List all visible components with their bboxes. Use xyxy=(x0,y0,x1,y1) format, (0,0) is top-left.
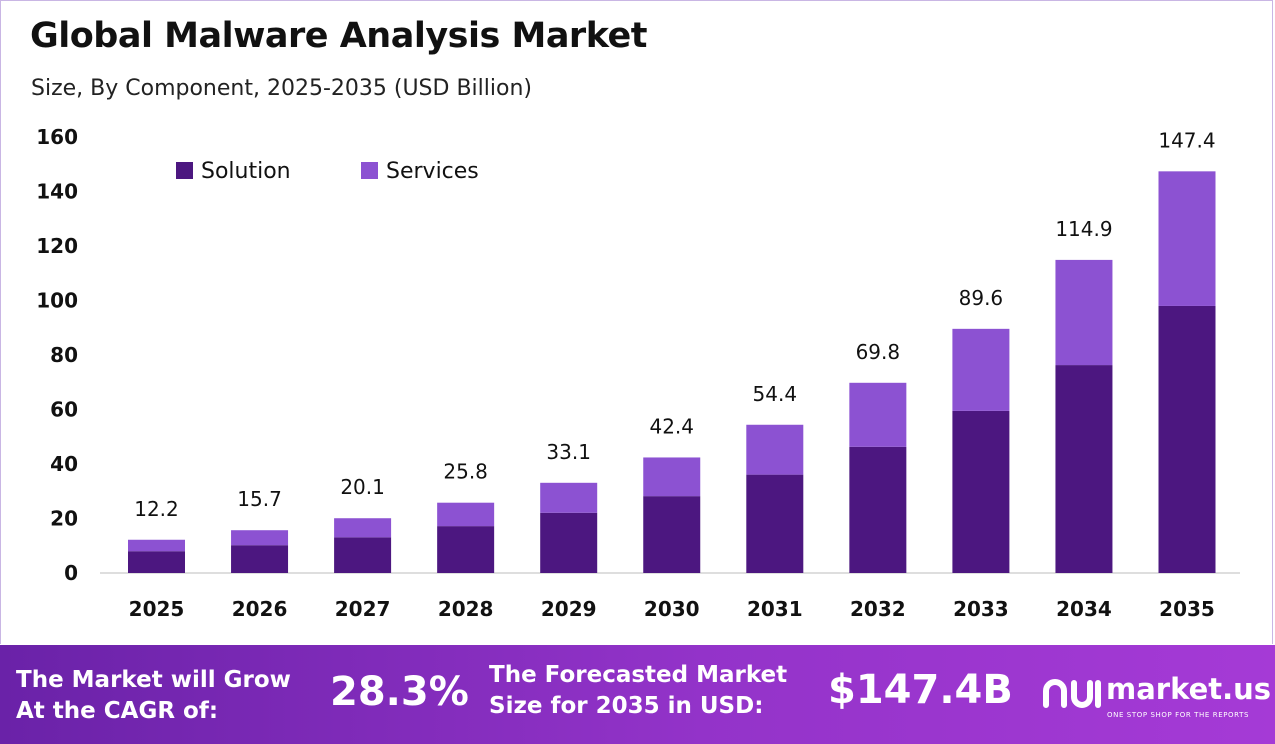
y-tick-label: 140 xyxy=(36,180,78,204)
x-tick-label: 2035 xyxy=(1159,597,1215,621)
bar-solution-2032 xyxy=(849,446,907,573)
x-tick-label: 2029 xyxy=(541,597,597,621)
bar-solution-2033 xyxy=(952,410,1010,573)
bar-services-2032 xyxy=(849,382,907,447)
data-label-total-2035: 147.4 xyxy=(1158,128,1215,152)
bar-services-2031 xyxy=(746,424,804,475)
legend-swatch-services xyxy=(361,162,378,179)
bar-solution-2035 xyxy=(1158,305,1216,573)
x-tick-label: 2030 xyxy=(644,597,700,621)
forecast-label-line2: Size for 2035 in USD: xyxy=(489,693,764,719)
x-tick-label: 2025 xyxy=(129,597,185,621)
y-tick-label: 60 xyxy=(50,398,78,422)
brand-tagline: ONE STOP SHOP FOR THE REPORTS xyxy=(1107,711,1250,719)
x-axis: 2025 2026 2027 2028 2029 2030 2031 2032 2033 2034… xyxy=(129,597,1215,621)
chart-subtitle: Size, By Component, 2025-2035 (USD Billi… xyxy=(31,76,532,101)
bar-services-2028 xyxy=(437,502,495,527)
y-tick-label: 80 xyxy=(50,343,78,367)
bar-services-2034 xyxy=(1055,259,1113,366)
bar-solution-2030 xyxy=(643,496,701,573)
cagr-value: 28.3% xyxy=(330,669,469,715)
x-tick-label: 2034 xyxy=(1056,597,1112,621)
data-label-total-2027: 20.1 xyxy=(340,475,385,499)
legend-label-services: Services xyxy=(386,159,479,184)
data-label-total-2025: 12.2 xyxy=(134,497,179,521)
data-label-total-2032: 69.8 xyxy=(856,340,901,364)
chart-title: Global Malware Analysis Market xyxy=(30,16,648,56)
data-label-total-2031: 54.4 xyxy=(753,382,798,406)
y-axis: 0 20 40 60 80 100 120 140 160 xyxy=(36,125,78,585)
footer-banner: The Market will Grow At the CAGR of: 28.… xyxy=(0,645,1275,744)
bar-services-2030 xyxy=(643,457,701,497)
data-label-total-2029: 33.1 xyxy=(546,440,591,464)
bar-solution-2029 xyxy=(540,512,598,573)
y-tick-label: 0 xyxy=(64,561,78,585)
bar-services-2029 xyxy=(540,482,598,513)
x-tick-label: 2031 xyxy=(747,597,803,621)
forecast-label-line1: The Forecasted Market xyxy=(489,662,788,688)
bar-services-2033 xyxy=(952,328,1010,411)
legend: Solution Services xyxy=(176,159,479,184)
cagr-label-line2: At the CAGR of: xyxy=(16,698,219,724)
bar-services-2025 xyxy=(128,539,185,552)
y-tick-label: 120 xyxy=(36,234,78,258)
bar-solution-2034 xyxy=(1055,365,1113,573)
x-tick-label: 2032 xyxy=(850,597,906,621)
x-tick-label: 2027 xyxy=(335,597,391,621)
legend-label-solution: Solution xyxy=(201,159,291,184)
data-label-total-2033: 89.6 xyxy=(959,286,1004,310)
bar-chart: 0 20 40 60 80 100 120 140 160 12.2 15.7 20.1 25.8 33… xyxy=(36,125,1240,621)
bar-solution-2031 xyxy=(746,474,804,573)
bar-solution-2028 xyxy=(437,526,495,573)
cagr-label: The Market will Grow At the CAGR of: xyxy=(16,665,291,727)
forecast-value: $147.4B xyxy=(828,667,1013,713)
cagr-label-line1: The Market will Grow xyxy=(16,667,291,693)
data-label-total-2028: 25.8 xyxy=(443,460,488,484)
y-tick-label: 40 xyxy=(50,452,78,476)
bars: 12.2 15.7 20.1 25.8 33.1 42.4 54.4 69.8 89.6 114.… xyxy=(128,128,1216,573)
x-tick-label: 2026 xyxy=(232,597,288,621)
data-label-total-2026: 15.7 xyxy=(237,487,282,511)
y-tick-label: 100 xyxy=(36,289,78,313)
x-tick-label: 2028 xyxy=(438,597,494,621)
bar-solution-2025 xyxy=(128,551,185,573)
brand-name: market.us xyxy=(1106,672,1272,706)
x-tick-label: 2033 xyxy=(953,597,1009,621)
data-label-total-2030: 42.4 xyxy=(649,414,694,438)
legend-swatch-solution xyxy=(176,162,193,179)
data-label-total-2034: 114.9 xyxy=(1055,217,1112,241)
forecast-label: The Forecasted Market Size for 2035 in U… xyxy=(489,660,787,722)
chart-frame xyxy=(0,0,1273,644)
bar-solution-2026 xyxy=(231,545,289,573)
bar-services-2035 xyxy=(1158,171,1216,306)
bar-solution-2027 xyxy=(334,537,392,573)
bar-services-2027 xyxy=(334,518,392,538)
y-tick-label: 20 xyxy=(50,507,78,531)
y-tick-label: 160 xyxy=(36,125,78,149)
bar-services-2026 xyxy=(231,530,289,546)
market-us-logo-icon xyxy=(1043,679,1101,708)
